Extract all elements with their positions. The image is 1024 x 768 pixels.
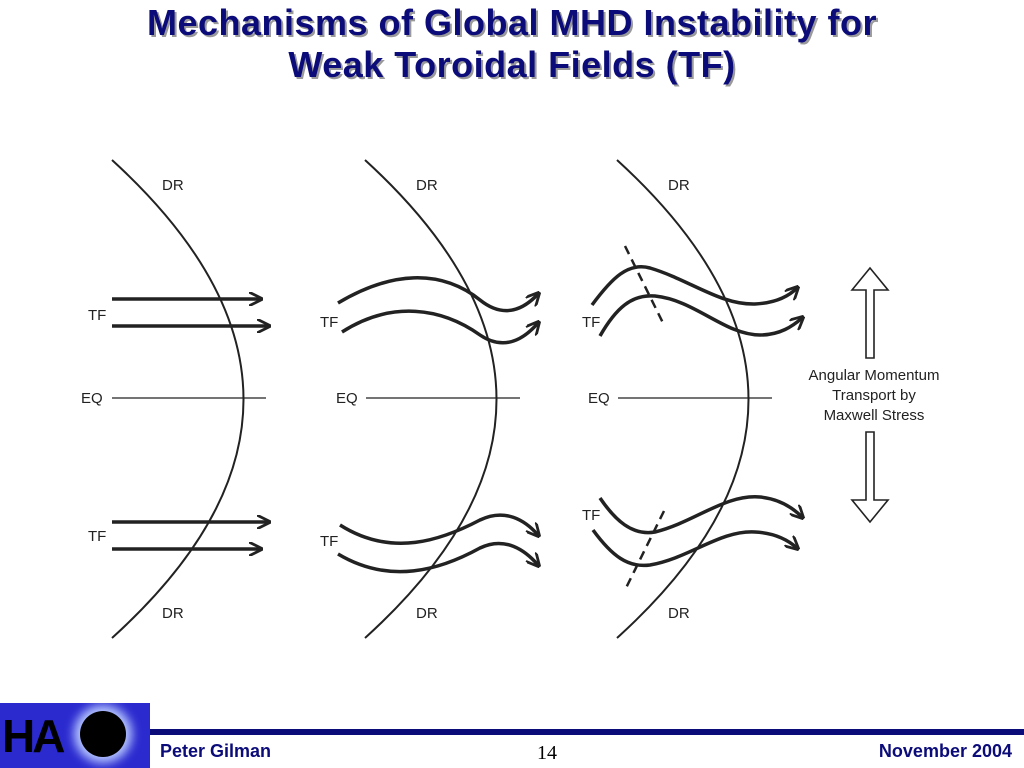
hao-logo: HA — [0, 703, 150, 768]
panel-3-label-tf-lower: TF — [582, 507, 600, 524]
double-arrow-up-icon — [850, 266, 890, 359]
panel-2-tf-wave-upper-2 — [341, 309, 538, 345]
slide-title: Mechanisms of Global MHD Instability for… — [0, 2, 1024, 86]
panel-3-label-dr-bottom: DR — [668, 605, 690, 622]
panel-3-tf-wave-upper-2 — [598, 294, 802, 337]
angular-momentum-annotation: Angular Momentum Transport by Maxwell St… — [809, 266, 940, 524]
panel-2-label-tf-upper: TF — [320, 314, 338, 331]
panel-1-boundary-arc — [111, 159, 245, 639]
panel-3-tf-wave-lower-2 — [591, 528, 797, 568]
panel-3-tf-wave-lower-1 — [598, 495, 802, 535]
mhd-instability-diagram: DR TF EQ TF DR DR TF EQ TF DR DR TF EQ T… — [81, 159, 940, 639]
panel-3-label-tf-upper: TF — [582, 314, 600, 331]
footer-divider-bar — [150, 729, 1024, 735]
page-number: 14 — [537, 742, 557, 764]
annotation-line-3: Maxwell Stress — [824, 407, 925, 424]
panel-1-label-eq: EQ — [81, 390, 103, 407]
panel-1-label-tf-lower: TF — [88, 528, 106, 545]
panel-2-tf-wave-lower-1 — [339, 513, 538, 545]
panel-1-label-tf-upper: TF — [88, 307, 106, 324]
panel-1-label-dr-top: DR — [162, 177, 184, 194]
panel-2-tf-wave-lower-2 — [337, 541, 538, 574]
panel-2-label-tf-lower: TF — [320, 533, 338, 550]
panel-2-label-eq: EQ — [336, 390, 358, 407]
panel-2-tf-wave-upper-1 — [337, 276, 538, 313]
panel-2-label-dr-top: DR — [416, 177, 438, 194]
hao-logo-text: HA — [2, 710, 65, 762]
annotation-line-2: Transport by — [832, 387, 916, 404]
sun-icon — [80, 711, 126, 757]
footer-author: Peter Gilman — [160, 741, 272, 761]
slide-title-line-2: Weak Toroidal Fields (TF) — [288, 44, 736, 85]
annotation-line-1: Angular Momentum — [809, 367, 940, 384]
panel-3-tf-wave-upper-1 — [590, 265, 797, 307]
panel-3-phase-line-lower — [623, 510, 666, 591]
panel-3-label-dr-top: DR — [668, 177, 690, 194]
panel-2-label-dr-bottom: DR — [416, 605, 438, 622]
panel-3-phase-line-upper — [623, 245, 666, 326]
slide-title-line-1: Mechanisms of Global MHD Instability for — [146, 2, 878, 43]
double-arrow-down-icon — [850, 431, 890, 524]
panel-1: DR TF EQ TF DR — [81, 159, 268, 639]
panel-3-boundary-arc — [616, 159, 750, 639]
footer-date: November 2004 — [878, 741, 1012, 761]
panel-3: DR TF EQ TF DR — [582, 159, 802, 639]
panel-2-boundary-arc — [364, 159, 498, 639]
panel-2: DR TF EQ TF DR — [320, 159, 538, 639]
panel-3-label-eq: EQ — [588, 390, 610, 407]
panel-1-label-dr-bottom: DR — [162, 605, 184, 622]
